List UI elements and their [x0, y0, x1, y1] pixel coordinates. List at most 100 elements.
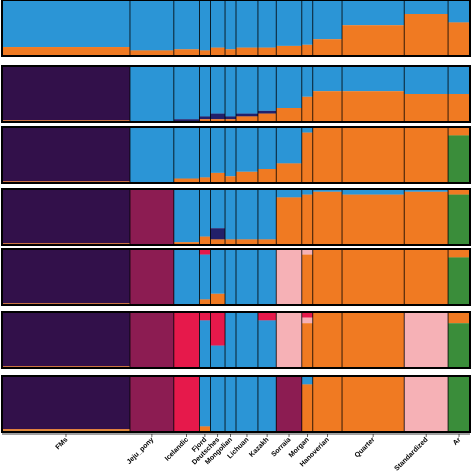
- bar-segment-hanoverian-orange: [312, 91, 343, 122]
- x-tick-label-fms: FMs: [55, 436, 70, 451]
- bar-segment-kazakh-blue: [257, 249, 277, 305]
- bar-segment-fjord-navy: [199, 116, 211, 120]
- bar-segment-morgan-orange: [301, 194, 313, 245]
- bar-segment-ar-orange: [448, 189, 470, 195]
- bar-segment-deutsches-blue: [210, 249, 226, 294]
- bar-segment-fms-purple: [2, 189, 130, 244]
- bar-segment-icelandic-orange: [173, 242, 200, 245]
- bar-segment-lichuan-orange: [236, 116, 258, 122]
- admixture-panels: [1, 0, 471, 433]
- bar-segment-standardized-blue: [404, 0, 449, 14]
- bar-segment-ar-orange: [448, 94, 470, 122]
- bar-segment-lichuan-blue: [236, 376, 258, 432]
- bar-segment-jeju-pony-blue: [129, 0, 174, 51]
- bar-segment-kazakh-blue: [257, 0, 277, 48]
- bar-segment-morgan-blue: [301, 189, 313, 195]
- bar-segment-mongolian-blue: [225, 189, 236, 240]
- bar-segment-fjord-blue: [199, 0, 211, 51]
- bar-segment-quarter-orange: [342, 194, 405, 245]
- bar-segment-icelandic-red: [173, 312, 200, 368]
- bar-segment-deutsches-blue: [210, 376, 226, 432]
- bar-segment-hanoverian-orange: [312, 191, 343, 245]
- bar-segment-hanoverian-orange: [312, 249, 343, 305]
- bar-segment-hanoverian-blue: [312, 189, 343, 192]
- panel-border: [1, 126, 471, 184]
- bar-segment-morgan-pink: [301, 317, 313, 324]
- bar-segment-fjord-blue: [199, 66, 211, 117]
- bar-segment-fjord-orange: [199, 236, 211, 245]
- panel-border: [1, 65, 471, 123]
- bar-segment-ar-green: [448, 194, 470, 245]
- panel-k3: [1, 65, 471, 123]
- bar-segment-lichuan-orange: [236, 239, 258, 245]
- panel-k2: [1, 0, 471, 57]
- bar-segment-ar-blue: [448, 66, 470, 94]
- bar-segment-icelandic-blue: [173, 66, 200, 120]
- bar-segment-sorraia-orange: [276, 45, 302, 56]
- bar-segment-kazakh-orange: [257, 47, 277, 56]
- bar-segment-morgan-orange: [301, 132, 313, 183]
- bar-segment-lichuan-blue: [236, 127, 258, 172]
- bar-segment-mongolian-navy: [225, 116, 236, 120]
- bar-segment-mongolian-blue: [225, 127, 236, 177]
- bar-segment-sorraia-blue: [276, 127, 302, 164]
- bar-segment-quarter-orange: [342, 376, 405, 432]
- bar-segment-icelandic-orange: [173, 178, 200, 183]
- bar-segment-fjord-blue: [199, 127, 211, 178]
- bar-segment-fms-orange: [2, 47, 130, 56]
- bar-segment-quarter-blue: [342, 66, 405, 92]
- bar-segment-jeju-pony-magenta: [129, 189, 174, 245]
- bar-segment-standardized-orange: [404, 191, 449, 245]
- bar-segment-standardized-blue: [404, 66, 449, 94]
- bar-segment-ar-green: [448, 135, 470, 183]
- bar-segment-jeju-pony-blue: [129, 127, 174, 183]
- bar-segment-standardized-pink: [404, 312, 449, 368]
- bar-segment-deutsches-blue: [210, 0, 226, 48]
- bar-segment-kazakh-blue: [257, 376, 277, 432]
- bar-segment-standardized-blue: [404, 189, 449, 192]
- bar-segment-ar-orange: [448, 22, 470, 56]
- bar-segment-jeju-pony-magenta: [129, 376, 174, 432]
- bar-segment-lichuan-orange: [236, 47, 258, 56]
- bar-segment-jeju-pony-blue: [129, 66, 174, 122]
- bar-segment-ar-orange: [448, 127, 470, 136]
- bar-segment-ar-orange: [448, 312, 470, 324]
- bar-segment-ar-green: [448, 257, 470, 305]
- bar-segment-deutsches-blue: [210, 66, 226, 114]
- bar-segment-morgan-blue: [301, 66, 313, 97]
- bar-segment-fjord-blue: [199, 376, 211, 427]
- bar-segment-kazakh-blue: [257, 66, 277, 111]
- bar-segment-quarter-orange: [342, 127, 405, 183]
- x-tick-label-quarter: Quarter: [354, 436, 377, 459]
- bar-segment-mongolian-blue: [225, 376, 236, 432]
- bar-segment-ar-green: [448, 323, 470, 368]
- panel-border: [1, 375, 471, 433]
- bar-segment-fms-purple: [2, 66, 130, 121]
- bar-segment-fms-purple: [2, 249, 130, 304]
- bar-segment-deutsches-navy: [210, 228, 226, 240]
- bar-segment-hanoverian-blue: [312, 66, 343, 92]
- bar-segment-lichuan-blue: [236, 312, 258, 368]
- bar-segment-hanoverian-orange: [312, 376, 343, 432]
- bar-segment-kazakh-navy: [257, 110, 277, 114]
- population-labels: FMs Jeju_pony Icelandic FjordDeutschesMongo…: [2, 433, 470, 472]
- bar-segment-hanoverian-blue: [312, 0, 343, 40]
- bar-segment-mongolian-orange: [225, 49, 236, 56]
- bar-segment-standardized-orange: [404, 14, 449, 56]
- bar-segment-deutsches-blue: [210, 189, 226, 229]
- bar-segment-morgan-blue: [301, 127, 313, 133]
- bar-segment-sorraia-orange: [276, 197, 302, 245]
- bar-segment-standardized-orange: [404, 249, 449, 305]
- x-tick-label-kazakh: Kazakh: [248, 436, 270, 458]
- bar-segment-mongolian-orange: [225, 119, 236, 122]
- panel-border: [1, 248, 471, 306]
- panel-k8: [1, 375, 471, 433]
- bar-segment-kazakh-blue: [257, 127, 277, 169]
- bar-segment-fjord-blue: [199, 189, 211, 237]
- bar-segment-quarter-orange: [342, 249, 405, 305]
- bar-segment-deutsches-blue: [210, 345, 226, 368]
- bar-segment-mongolian-blue: [225, 0, 236, 50]
- bar-segment-lichuan-blue: [236, 0, 258, 48]
- bar-segment-icelandic-blue: [173, 0, 200, 50]
